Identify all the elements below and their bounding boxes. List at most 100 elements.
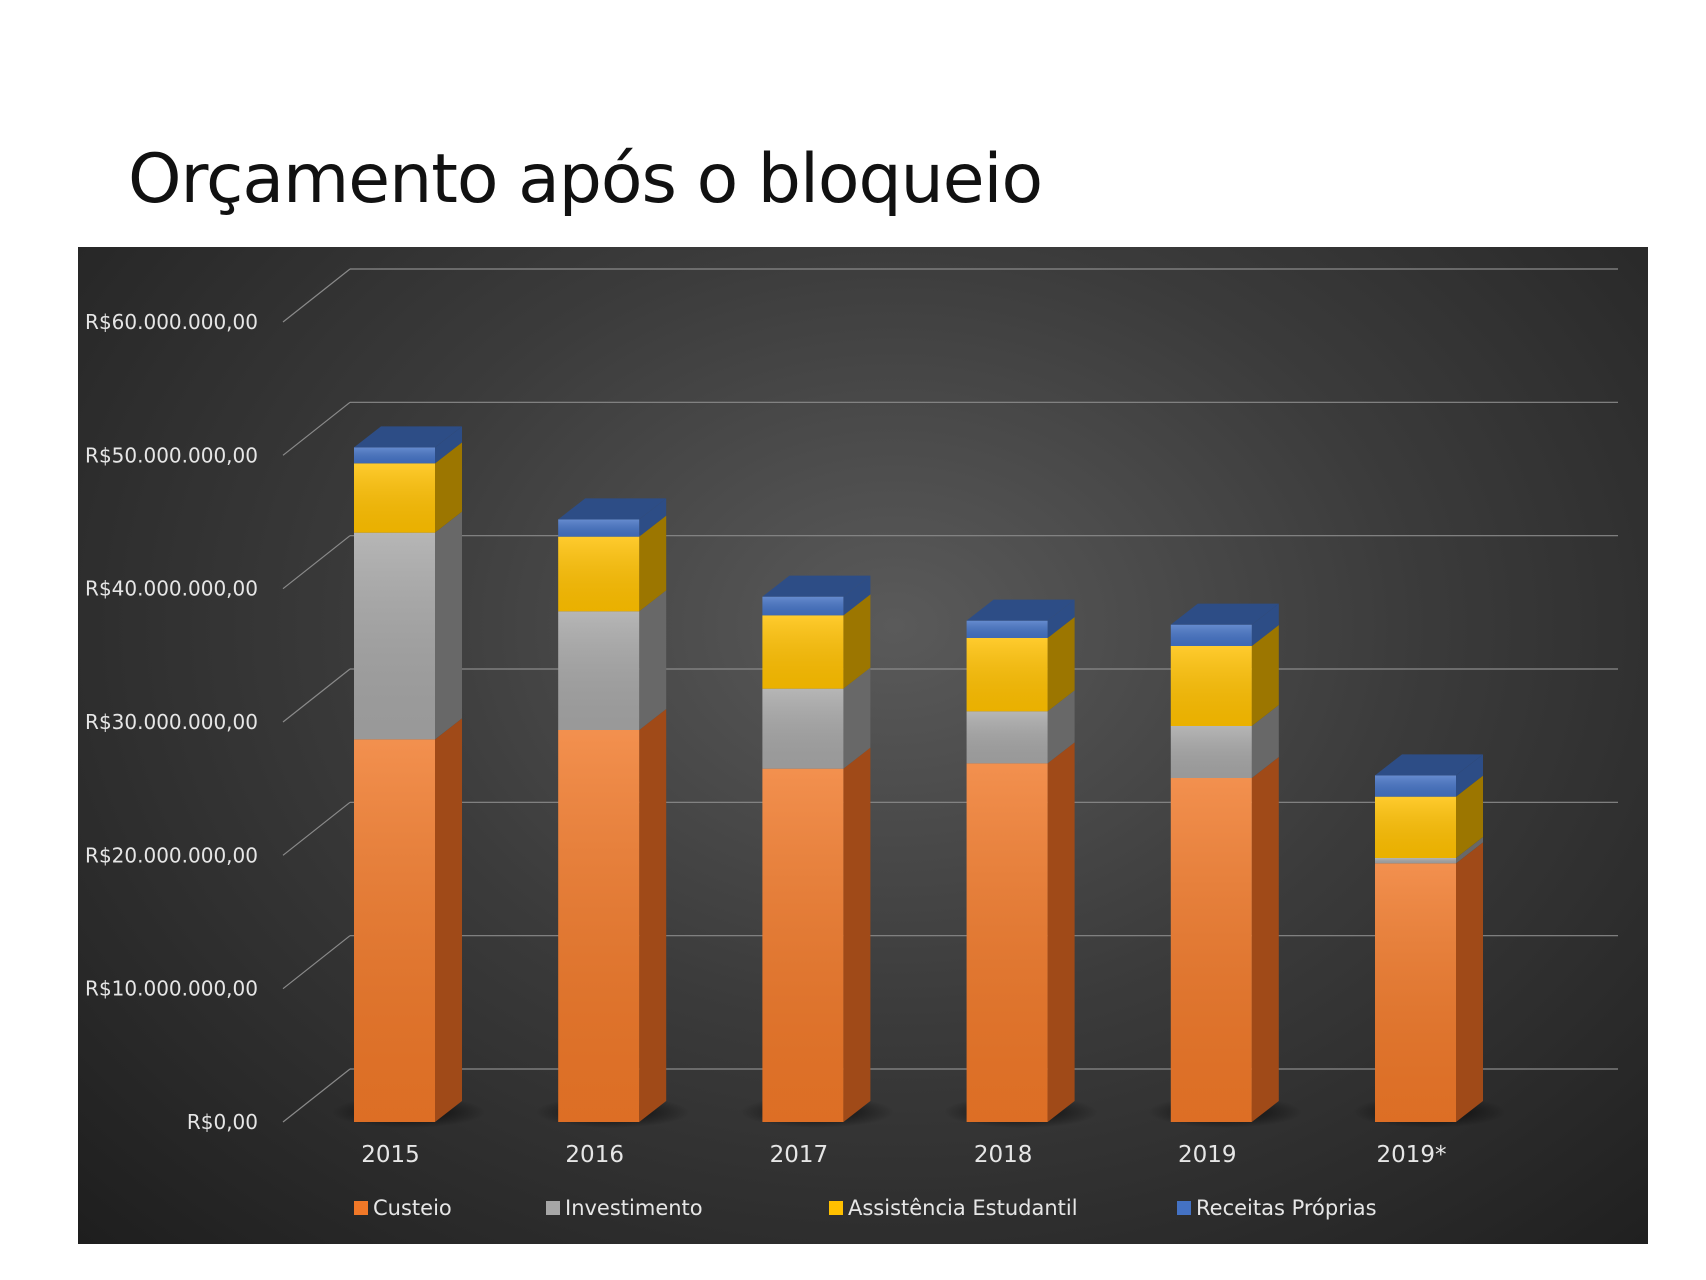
bar-segment-assistência-estudantil — [1375, 775, 1483, 858]
bar-segment-custeio — [1170, 757, 1279, 1122]
gridline-diagonal — [282, 535, 351, 590]
y-tick-label: R$30.000.000,00 — [85, 710, 258, 734]
x-tick-label: 2018 — [974, 1142, 1033, 1168]
bar-segment-investimento — [558, 590, 667, 730]
bar-shine — [354, 447, 435, 464]
bar-segment-assistência-estudantil — [558, 515, 667, 612]
x-tick-label: 2017 — [770, 1142, 829, 1168]
legend-item: Investimento — [546, 1196, 703, 1220]
legend-swatch — [546, 1201, 560, 1215]
bar-segment-custeio — [966, 742, 1075, 1122]
legend-swatch — [1177, 1201, 1191, 1215]
bar-segment-investimento — [762, 667, 871, 769]
y-tick-label: R$50.000.000,00 — [85, 443, 258, 467]
bar-side-face — [1456, 842, 1483, 1122]
legend-label: Assistência Estudantil — [848, 1196, 1078, 1220]
bar-segment-custeio — [354, 718, 462, 1122]
bar-side-face — [1047, 690, 1075, 764]
bar-segment-assistência-estudantil — [1170, 625, 1279, 726]
bar-top-face — [1375, 754, 1483, 776]
bar-side-face — [1047, 742, 1075, 1122]
bar-shine — [558, 519, 640, 537]
bar-side-face — [843, 575, 871, 616]
bar-segment-investimento — [354, 511, 462, 740]
bar-side-face — [1456, 754, 1483, 797]
bar-shine — [558, 536, 640, 612]
gridline-diagonal — [282, 668, 351, 723]
bar-side-face — [1251, 705, 1279, 778]
y-tick-label: R$0,00 — [187, 1110, 258, 1134]
bar-top-face — [966, 599, 1075, 621]
bar-side-face — [435, 426, 462, 464]
legend-item: Assistência Estudantil — [829, 1196, 1078, 1220]
bar-shine — [558, 611, 640, 730]
bar-top-face — [354, 426, 462, 448]
bar-shine — [966, 638, 1048, 712]
bar-shine — [1375, 858, 1456, 864]
y-axis-labels: R$0,00 R$10.000.000,00 R$20.000.000,00 R$30… — [85, 310, 258, 1134]
bar-shine — [762, 768, 844, 1122]
x-tick-label: 2016 — [565, 1142, 624, 1168]
legend-label: Receitas Próprias — [1196, 1196, 1377, 1220]
y-tick-label: R$20.000.000,00 — [85, 843, 258, 867]
bar-side-face — [435, 442, 462, 533]
bar-shine — [1375, 775, 1456, 797]
gridline-diagonal — [282, 268, 351, 323]
bar-shadows — [331, 1096, 1507, 1128]
bar-side-face — [435, 718, 462, 1122]
bar-side-face — [843, 667, 871, 769]
bar-top-face — [1170, 603, 1279, 625]
bar-shine — [354, 739, 435, 1122]
stacked-bar-chart-3d: R$0,00 R$10.000.000,00 R$20.000.000,00 R$30… — [85, 268, 1618, 1220]
slide-title: Orçamento após o bloqueio — [128, 140, 1043, 219]
bar-shine — [762, 615, 844, 689]
bar-shine — [1170, 646, 1252, 726]
bar-shine — [1375, 796, 1456, 858]
legend-swatch — [829, 1201, 843, 1215]
gridline-diagonal — [282, 1068, 351, 1123]
bar-side-face — [1251, 603, 1279, 646]
bar-shine — [762, 688, 844, 769]
bar-segment-custeio — [1375, 842, 1483, 1122]
bar-shine — [1375, 863, 1456, 1122]
bar-segment-receitas-próprias — [354, 426, 462, 464]
gridline-diagonal — [282, 801, 351, 856]
legend: Custeio Investimento Assistência Estudanti… — [354, 1196, 1377, 1220]
bar-segment-receitas-próprias — [966, 599, 1075, 638]
bar-side-face — [435, 511, 462, 740]
bar-stack-2019* — [1375, 754, 1483, 1122]
bar-segment-receitas-próprias — [1170, 603, 1279, 646]
bar-shine — [354, 463, 435, 533]
bar-stack-2017 — [762, 575, 871, 1122]
bar-side-face — [843, 747, 871, 1122]
bar-side-face — [1251, 625, 1279, 726]
bar-side-face — [1456, 775, 1483, 858]
bar-segment-assistência-estudantil — [762, 594, 871, 689]
bar-shine — [966, 763, 1048, 1122]
x-axis-labels: 2015 2016 2017 2018 2019 2019* — [361, 1142, 1446, 1168]
bar-side-face — [639, 498, 667, 537]
legend-swatch — [354, 1201, 368, 1215]
bar-segment-investimento — [1170, 705, 1279, 778]
bar-shine — [1170, 726, 1252, 778]
y-tick-label: R$60.000.000,00 — [85, 310, 258, 334]
bar-shine — [966, 711, 1048, 764]
bar-stack-2016 — [558, 498, 667, 1122]
bar-shine — [966, 620, 1048, 638]
bar-segment-receitas-próprias — [558, 498, 667, 537]
bar-side-face — [1456, 837, 1483, 864]
x-tick-label: 2019* — [1376, 1142, 1446, 1168]
x-tick-label: 2019 — [1178, 1142, 1237, 1168]
bar-side-face — [639, 515, 667, 612]
chart-area: R$0,00 R$10.000.000,00 R$20.000.000,00 R$30… — [78, 247, 1648, 1244]
legend-label: Investimento — [565, 1196, 703, 1220]
gridline-diagonal — [282, 401, 351, 456]
bar-shine — [354, 532, 435, 740]
bar-stack-2018 — [966, 599, 1075, 1122]
bar-shine — [1170, 624, 1252, 646]
bar-segment-investimento — [966, 690, 1075, 764]
bar-side-face — [639, 709, 667, 1122]
bar-shine — [1170, 778, 1252, 1122]
bar-side-face — [1251, 757, 1279, 1122]
bar-segment-custeio — [762, 747, 871, 1122]
